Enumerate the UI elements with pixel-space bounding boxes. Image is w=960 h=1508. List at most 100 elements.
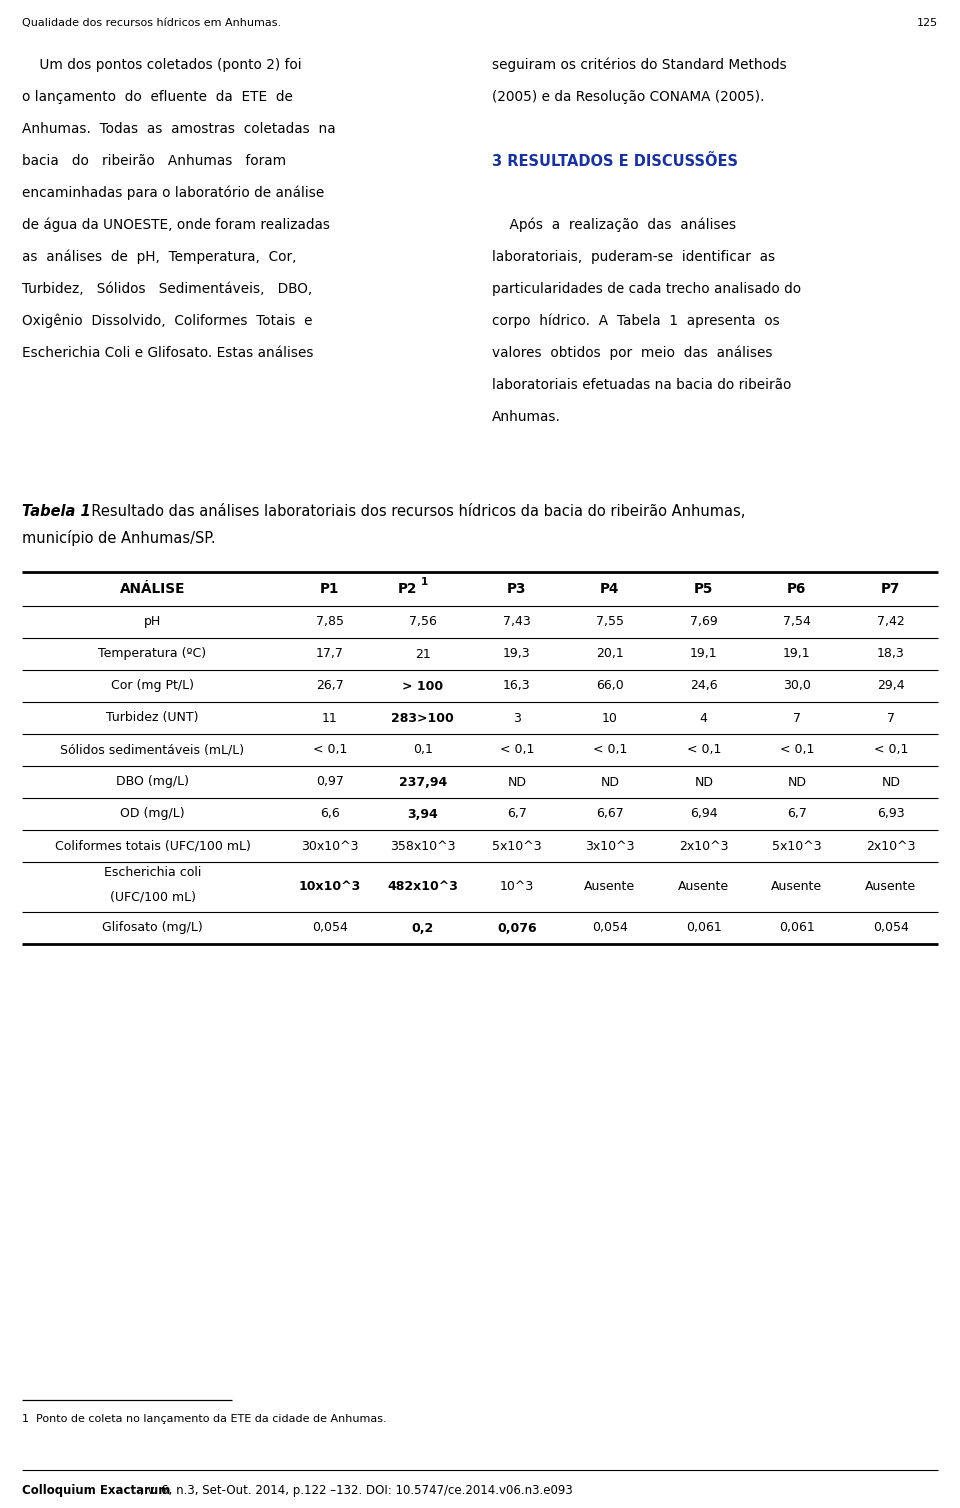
- Text: Ausente: Ausente: [865, 881, 917, 894]
- Text: P1: P1: [320, 582, 340, 596]
- Text: 5x10^3: 5x10^3: [492, 840, 541, 852]
- Text: corpo  hídrico.  A  Tabela  1  apresenta  os: corpo hídrico. A Tabela 1 apresenta os: [492, 314, 780, 329]
- Text: 10: 10: [602, 712, 617, 724]
- Text: Glifosato (mg/L): Glifosato (mg/L): [102, 921, 203, 935]
- Text: Anhumas.: Anhumas.: [492, 410, 561, 424]
- Text: ANÁLISE: ANÁLISE: [120, 582, 185, 596]
- Text: < 0,1: < 0,1: [313, 743, 347, 757]
- Text: Sólidos sedimentáveis (mL/L): Sólidos sedimentáveis (mL/L): [60, 743, 245, 757]
- Text: Escherichia coli: Escherichia coli: [104, 866, 202, 879]
- Text: 283>100: 283>100: [392, 712, 454, 724]
- Text: 17,7: 17,7: [316, 647, 344, 661]
- Text: 1: 1: [420, 578, 428, 587]
- Text: Tabela 1: Tabela 1: [22, 504, 90, 519]
- Text: 2x10^3: 2x10^3: [866, 840, 916, 852]
- Text: 7: 7: [887, 712, 895, 724]
- Text: 5x10^3: 5x10^3: [772, 840, 822, 852]
- Text: < 0,1: < 0,1: [780, 743, 814, 757]
- Text: 2x10^3: 2x10^3: [679, 840, 729, 852]
- Text: 358x10^3: 358x10^3: [390, 840, 456, 852]
- Text: ND: ND: [600, 775, 619, 789]
- Text: P4: P4: [600, 582, 619, 596]
- Text: 3,94: 3,94: [407, 807, 438, 820]
- Text: 0,061: 0,061: [779, 921, 815, 935]
- Text: laboratoriais,  puderam-se  identificar  as: laboratoriais, puderam-se identificar as: [492, 250, 775, 264]
- Text: 7,69: 7,69: [690, 615, 718, 629]
- Text: 0,054: 0,054: [312, 921, 348, 935]
- Text: pH: pH: [144, 615, 161, 629]
- Text: DBO (mg/L): DBO (mg/L): [116, 775, 189, 789]
- Text: 16,3: 16,3: [503, 680, 531, 692]
- Text: ND: ND: [507, 775, 526, 789]
- Text: 237,94: 237,94: [398, 775, 447, 789]
- Text: município de Anhumas/SP.: município de Anhumas/SP.: [22, 529, 216, 546]
- Text: Ausente: Ausente: [771, 881, 823, 894]
- Text: 30,0: 30,0: [782, 680, 811, 692]
- Text: 6,93: 6,93: [877, 807, 904, 820]
- Text: Coliformes totais (UFC/100 mL): Coliformes totais (UFC/100 mL): [55, 840, 251, 852]
- Text: 7,85: 7,85: [316, 615, 344, 629]
- Text: Após  a  realização  das  análises: Após a realização das análises: [492, 219, 736, 232]
- Text: P6: P6: [787, 582, 806, 596]
- Text: 482x10^3: 482x10^3: [387, 881, 458, 894]
- Text: Escherichia Coli e Glifosato. Estas análises: Escherichia Coli e Glifosato. Estas anál…: [22, 345, 314, 360]
- Text: 21: 21: [415, 647, 431, 661]
- Text: 0,2: 0,2: [412, 921, 434, 935]
- Text: 19,1: 19,1: [690, 647, 717, 661]
- Text: 125: 125: [917, 18, 938, 29]
- Text: 6,67: 6,67: [596, 807, 624, 820]
- Text: 6,6: 6,6: [320, 807, 340, 820]
- Text: < 0,1: < 0,1: [874, 743, 908, 757]
- Text: P2: P2: [397, 582, 417, 596]
- Text: (2005) e da Resolução CONAMA (2005).: (2005) e da Resolução CONAMA (2005).: [492, 90, 764, 104]
- Text: , v. 6, n.3, Set-Out. 2014, p.122 –132. DOI: 10.5747/ce.2014.v06.n3.e093: , v. 6, n.3, Set-Out. 2014, p.122 –132. …: [140, 1484, 573, 1497]
- Text: 18,3: 18,3: [876, 647, 904, 661]
- Text: 0,054: 0,054: [592, 921, 628, 935]
- Text: (UFC/100 mL): (UFC/100 mL): [109, 891, 196, 903]
- Text: bacia   do   ribeirão   Anhumas   foram: bacia do ribeirão Anhumas foram: [22, 154, 286, 167]
- Text: 3 RESULTADOS E DISCUSSÕES: 3 RESULTADOS E DISCUSSÕES: [492, 154, 738, 169]
- Text: . Resultado das análises laboratoriais dos recursos hídricos da bacia do ribeirã: . Resultado das análises laboratoriais d…: [82, 504, 745, 519]
- Text: P3: P3: [507, 582, 526, 596]
- Text: 7,42: 7,42: [876, 615, 904, 629]
- Text: < 0,1: < 0,1: [499, 743, 534, 757]
- Text: 19,1: 19,1: [783, 647, 810, 661]
- Text: 0,061: 0,061: [685, 921, 722, 935]
- Text: particularidades de cada trecho analisado do: particularidades de cada trecho analisad…: [492, 282, 802, 296]
- Text: o lançamento  do  efluente  da  ETE  de: o lançamento do efluente da ETE de: [22, 90, 293, 104]
- Text: 6,7: 6,7: [507, 807, 527, 820]
- Text: 7,54: 7,54: [782, 615, 811, 629]
- Text: ND: ND: [881, 775, 900, 789]
- Text: encaminhadas para o laboratório de análise: encaminhadas para o laboratório de análi…: [22, 185, 324, 201]
- Text: Turbidez,   Sólidos   Sedimentáveis,   DBO,: Turbidez, Sólidos Sedimentáveis, DBO,: [22, 282, 312, 296]
- Text: < 0,1: < 0,1: [686, 743, 721, 757]
- Text: Qualidade dos recursos hídricos em Anhumas.: Qualidade dos recursos hídricos em Anhum…: [22, 18, 281, 29]
- Text: 1  Ponto de coleta no lançamento da ETE da cidade de Anhumas.: 1 Ponto de coleta no lançamento da ETE d…: [22, 1415, 387, 1424]
- Text: 0,1: 0,1: [413, 743, 433, 757]
- Text: laboratoriais efetuadas na bacia do ribeirão: laboratoriais efetuadas na bacia do ribe…: [492, 379, 791, 392]
- Text: de água da UNOESTE, onde foram realizadas: de água da UNOESTE, onde foram realizada…: [22, 219, 330, 232]
- Text: 30x10^3: 30x10^3: [301, 840, 358, 852]
- Text: 20,1: 20,1: [596, 647, 624, 661]
- Text: 3: 3: [513, 712, 520, 724]
- Text: 7,43: 7,43: [503, 615, 531, 629]
- Text: < 0,1: < 0,1: [592, 743, 627, 757]
- Text: Cor (mg Pt/L): Cor (mg Pt/L): [111, 680, 194, 692]
- Text: 4: 4: [700, 712, 708, 724]
- Text: OD (mg/L): OD (mg/L): [120, 807, 185, 820]
- Text: 0,97: 0,97: [316, 775, 344, 789]
- Text: seguiram os critérios do Standard Methods: seguiram os critérios do Standard Method…: [492, 57, 787, 72]
- Text: 66,0: 66,0: [596, 680, 624, 692]
- Text: Um dos pontos coletados (ponto 2) foi: Um dos pontos coletados (ponto 2) foi: [22, 57, 301, 72]
- Text: 11: 11: [322, 712, 338, 724]
- Text: 6,7: 6,7: [787, 807, 806, 820]
- Text: Ausente: Ausente: [585, 881, 636, 894]
- Text: 6,94: 6,94: [690, 807, 717, 820]
- Text: 10x10^3: 10x10^3: [299, 881, 361, 894]
- Text: ND: ND: [787, 775, 806, 789]
- Text: 10^3: 10^3: [499, 881, 534, 894]
- Text: ND: ND: [694, 775, 713, 789]
- Text: 3x10^3: 3x10^3: [585, 840, 635, 852]
- Text: valores  obtidos  por  meio  das  análises: valores obtidos por meio das análises: [492, 345, 773, 360]
- Text: 24,6: 24,6: [690, 680, 717, 692]
